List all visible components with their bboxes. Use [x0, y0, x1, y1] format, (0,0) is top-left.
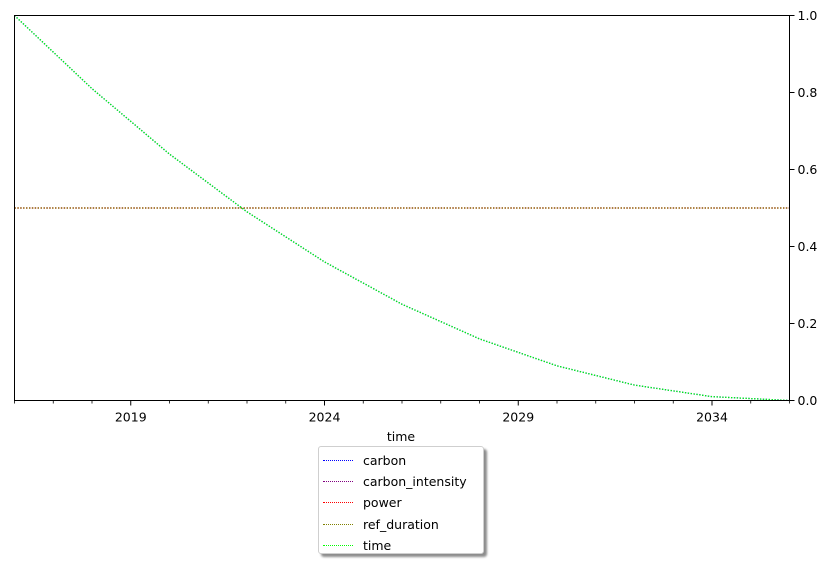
x-tick-label-2024: 2024 — [309, 410, 341, 425]
legend-label: carbon_intensity — [363, 474, 467, 490]
y-tick-label-0.8: 0.8 — [798, 85, 818, 100]
legend-label: power — [363, 495, 402, 511]
legend-item-carbon: carbon — [323, 450, 483, 471]
ticks-layer: 2019 2024 2029 2034 0.0 0.2 0.4 0.6 0.8 1.0 — [14, 8, 818, 425]
legend-label: carbon — [363, 453, 407, 469]
legend-swatch — [323, 502, 353, 504]
legend-swatch — [323, 460, 353, 462]
legend-swatch — [323, 544, 353, 546]
legend-item-carbon-intensity: carbon_intensity — [323, 471, 483, 492]
legend-label: time — [363, 537, 392, 553]
legend-item-ref-duration: ref_duration — [323, 514, 483, 535]
series-layer — [14, 15, 790, 402]
series-line-time — [14, 15, 790, 402]
y-tick-label-1.0: 1.0 — [798, 8, 818, 23]
legend-swatch — [323, 523, 353, 525]
y-tick-label-0.2: 0.2 — [798, 316, 818, 331]
x-tick-label-2034: 2034 — [696, 410, 728, 425]
x-tick-label-2019: 2019 — [115, 410, 147, 425]
x-axis-label: time — [387, 429, 416, 444]
y-tick-label-0.4: 0.4 — [798, 239, 818, 254]
y-tick-label-0.0: 0.0 — [798, 393, 818, 408]
legend-swatch — [323, 481, 353, 483]
x-tick-label-2029: 2029 — [502, 410, 534, 425]
legend-label: ref_duration — [363, 516, 439, 532]
legend-item-power: power — [323, 492, 483, 513]
legend-item-time: time — [323, 535, 483, 556]
y-tick-label-0.6: 0.6 — [798, 162, 818, 177]
